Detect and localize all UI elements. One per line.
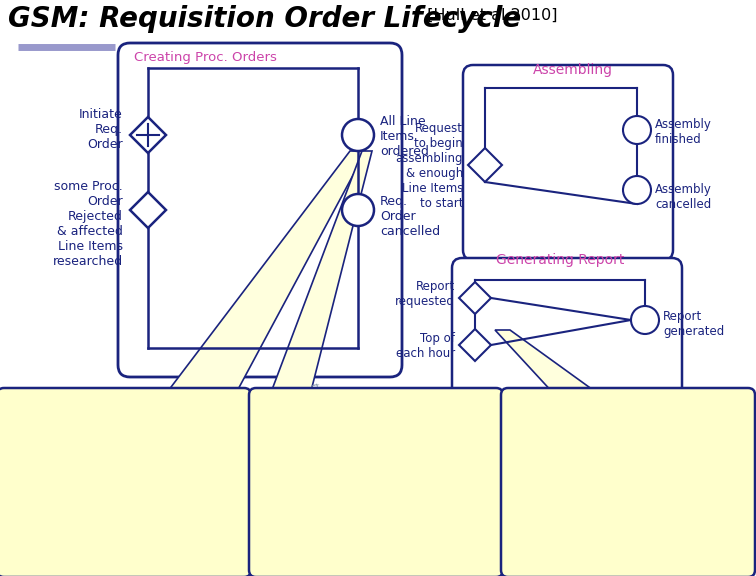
- Text: Report
requested: Report requested: [395, 280, 455, 308]
- Text: Creating Proc. Orders: Creating Proc. Orders: [134, 51, 277, 64]
- Text: some Proc.
Order
Rejected
& affected
Line Items
researched: some Proc. Order Rejected & affected Lin…: [53, 180, 123, 268]
- Text: •Cluster of activities
  intended to achieve
  one (of perhaps
  several) milest: •Cluster of activities intended to achie…: [264, 422, 397, 499]
- Polygon shape: [495, 330, 600, 395]
- Polygon shape: [468, 148, 502, 182]
- Text: Assembly
cancelled: Assembly cancelled: [655, 183, 712, 211]
- Text: Top of
each hour: Top of each hour: [395, 332, 455, 360]
- FancyBboxPatch shape: [463, 65, 673, 260]
- Text: Stage:: Stage:: [264, 407, 313, 420]
- FancyBboxPatch shape: [452, 258, 682, 413]
- Text: CBPM '11: CBPM '11: [6, 571, 58, 576]
- Text: Event (occurrence) attributes: Event (occurrence) attributes: [426, 558, 671, 573]
- Text: the
tition: the tition: [296, 382, 325, 414]
- Text: Guard:: Guard:: [516, 407, 567, 420]
- Polygon shape: [459, 329, 491, 361]
- Polygon shape: [130, 192, 166, 228]
- Circle shape: [623, 116, 651, 144]
- Text: Milestone:: Milestone:: [12, 407, 91, 420]
- Text: Assembling: Assembling: [533, 63, 613, 77]
- Circle shape: [631, 306, 659, 334]
- Polygon shape: [270, 151, 372, 395]
- FancyBboxPatch shape: [501, 388, 755, 576]
- Text: Req.
Order
cancelled: Req. Order cancelled: [380, 195, 440, 238]
- Text: Data attributes: Data attributes: [101, 558, 228, 573]
- Text: All Line
Items
ordered: All Line Items ordered: [380, 115, 429, 158]
- Circle shape: [342, 194, 374, 226]
- Text: [Hull et al 2010]: [Hull et al 2010]: [422, 8, 557, 23]
- FancyBboxPatch shape: [118, 43, 402, 377]
- FancyBboxPatch shape: [249, 388, 503, 576]
- Circle shape: [342, 119, 374, 151]
- Text: Generating Report: Generating Report: [496, 253, 624, 267]
- Text: Initiate
Req.
Order: Initiate Req. Order: [79, 108, 123, 151]
- Text: •Has the effect of
  opening the stage
•Expressed as event
  and/or condition: •Has the effect of opening the stage •Ex…: [516, 422, 646, 483]
- Text: Report
generated: Report generated: [663, 310, 724, 338]
- Text: •Business-relevant operational
  objective
•Expressed as event and/or
  conditio: •Business-relevant operational objective…: [12, 422, 211, 499]
- Polygon shape: [165, 151, 366, 395]
- Text: 2011/05/23: 2011/05/23: [348, 571, 412, 576]
- Polygon shape: [459, 282, 491, 314]
- Circle shape: [623, 176, 651, 204]
- Polygon shape: [130, 117, 166, 153]
- FancyBboxPatch shape: [0, 388, 251, 576]
- Text: Request
to begin
assembling
& enough
Line Items
to start: Request to begin assembling & enough Lin…: [395, 122, 463, 210]
- Text: GSM: Requisition Order Lifecycle: GSM: Requisition Order Lifecycle: [8, 5, 521, 33]
- Text: Assembly
finished: Assembly finished: [655, 118, 712, 146]
- Text: 46: 46: [732, 570, 750, 576]
